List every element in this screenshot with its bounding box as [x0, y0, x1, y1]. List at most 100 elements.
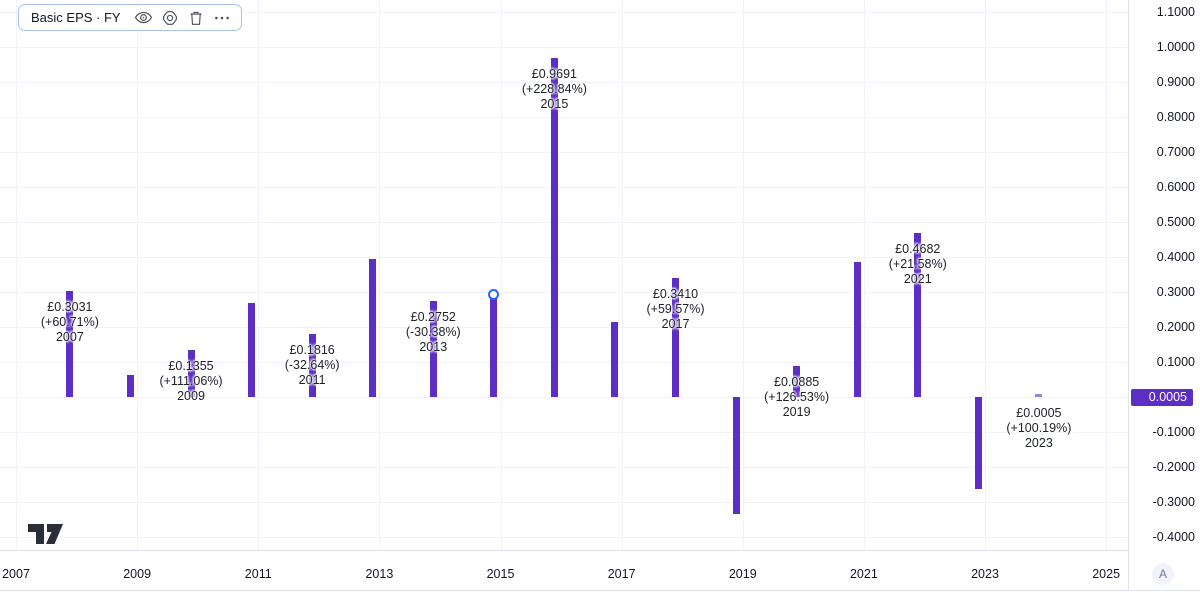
price-axis-label: 0.8000 — [1156, 110, 1195, 125]
eps-bar-2017[interactable] — [672, 277, 680, 398]
tradingview-logo[interactable] — [28, 524, 64, 545]
grid-line-horizontal — [0, 46, 1128, 48]
grid-line-horizontal — [0, 326, 1128, 328]
bar-label-value: £0.2752 — [410, 309, 456, 324]
eps-bar-2020[interactable] — [853, 262, 861, 398]
bar-label-change: (-30.38%) — [405, 324, 461, 339]
bar-label-2013: £0.2752 (-30.38%) 2013 — [368, 310, 498, 355]
eps-bar-2021[interactable] — [914, 233, 922, 398]
bar-label-change: (+111.06%) — [159, 373, 223, 388]
eps-bar-2007[interactable] — [66, 291, 74, 398]
price-axis-label: -0.4000 — [1152, 530, 1195, 545]
last-value-badge: 0.0005 — [1131, 388, 1193, 406]
bar-label-year: 2019 — [782, 405, 811, 420]
bar-label-change: (-32.64%) — [284, 357, 340, 372]
eps-bar-2023[interactable] — [1035, 393, 1043, 397]
eps-bar-2022[interactable] — [974, 397, 982, 490]
bar-label-2017: £0.3410 (+59.57%) 2017 — [611, 287, 741, 332]
eye-icon — [134, 8, 153, 27]
time-axis-label-2023: 2023 — [971, 567, 999, 581]
remove-indicator-button[interactable] — [185, 7, 207, 29]
bar-label-2015: £0.9691 (+228.84%) 2015 — [489, 67, 619, 112]
indicator-more-button[interactable] — [211, 7, 233, 29]
eps-bar-2019[interactable] — [793, 366, 801, 398]
time-axis-label-2011: 2011 — [244, 567, 272, 581]
bar-label-change: (+228.84%) — [521, 82, 587, 96]
bar-label-year: 2023 — [1024, 436, 1053, 451]
data-point-marker[interactable] — [488, 288, 500, 300]
eps-bar-2015[interactable] — [550, 58, 558, 398]
ellipsis-icon — [213, 9, 231, 27]
bar-label-2019: £0.0885 (+126.53%) 2019 — [732, 375, 862, 420]
grid-line-vertical — [1106, 0, 1107, 550]
bar-label-2021: £0.4682 (+21.58%) 2021 — [853, 242, 983, 287]
eps-bar-2018[interactable] — [732, 397, 740, 514]
grid-line-horizontal — [0, 256, 1128, 258]
eps-bar-2016[interactable] — [611, 322, 619, 398]
trash-icon — [187, 9, 205, 27]
eps-bar-2014[interactable] — [490, 294, 498, 398]
eps-bar-2008[interactable] — [126, 374, 134, 398]
price-axis-label: 0.4000 — [1156, 250, 1195, 265]
bar-label-year: 2015 — [540, 97, 569, 111]
bar-label-change: (+21.58%) — [888, 257, 947, 272]
bar-label-value: £0.1355 — [168, 358, 214, 373]
bar-label-year: 2013 — [419, 339, 448, 354]
bar-label-2009: £0.1355 (+111.06%) 2009 — [126, 359, 256, 404]
bar-label-value: £0.0005 — [1016, 406, 1062, 421]
time-axis[interactable]: 2007 2009 2011 2013 2015 2017 2019 2021 2023 2025 — [0, 550, 1128, 591]
price-axis-label: 1.0000 — [1156, 40, 1195, 55]
gear-icon — [161, 9, 179, 27]
grid-line-horizontal — [0, 396, 1128, 398]
grid-line-vertical — [137, 0, 138, 550]
grid-line-horizontal — [0, 221, 1128, 223]
grid-line-horizontal — [0, 291, 1128, 293]
bar-label-value: £0.9691 — [531, 67, 577, 81]
indicator-settings-button[interactable] — [159, 7, 181, 29]
price-axis-label: -0.3000 — [1152, 495, 1195, 510]
price-axis-label: -0.2000 — [1152, 460, 1195, 475]
grid-line-vertical — [985, 0, 986, 550]
price-axis[interactable]: 0.0005 1.1000 1.0000 0.9000 0.8000 0.7000 0.6… — [1128, 0, 1200, 590]
bar-label-change: (+100.19%) — [1006, 421, 1072, 436]
bar-label-2007: £0.3031 (+60.71%) 2007 — [5, 300, 135, 345]
bar-label-value: £0.1816 — [289, 342, 335, 357]
grid-line-horizontal — [0, 501, 1128, 503]
bar-label-year: 2009 — [177, 388, 205, 403]
grid-line-vertical — [622, 0, 623, 550]
time-axis-label-2015: 2015 — [486, 567, 515, 581]
bar-label-value: £0.3031 — [47, 300, 93, 315]
grid-line-horizontal — [0, 431, 1128, 433]
hide-indicator-button[interactable] — [133, 7, 155, 29]
grid-line-horizontal — [0, 466, 1128, 468]
bar-label-2023: £0.0005 (+100.19%) 2023 — [974, 406, 1104, 451]
price-axis-label: 0.5000 — [1156, 215, 1195, 230]
bar-label-year: 2021 — [903, 272, 932, 287]
price-axis-label: 0.2000 — [1156, 320, 1195, 335]
price-axis-label: 0.7000 — [1156, 145, 1195, 160]
grid-line-vertical — [379, 0, 380, 550]
eps-bar-2011[interactable] — [308, 333, 316, 398]
grid-line-vertical — [864, 0, 865, 550]
eps-bar-2009[interactable] — [187, 349, 195, 398]
eps-bar-2010[interactable] — [248, 302, 256, 398]
price-axis-label: -0.1000 — [1152, 425, 1195, 440]
indicator-legend[interactable]: Basic EPS · FY — [18, 4, 242, 31]
price-axis-label: 0.9000 — [1156, 75, 1195, 90]
bar-label-year: 2007 — [55, 330, 84, 345]
grid-line-vertical — [258, 0, 259, 550]
bar-label-value: £0.4682 — [895, 242, 941, 257]
bar-label-2011: £0.1816 (-32.64%) 2011 — [247, 343, 377, 388]
bar-label-change: (+59.57%) — [646, 301, 705, 316]
eps-bar-2012[interactable] — [369, 258, 377, 398]
bar-label-value: £0.0885 — [774, 375, 820, 390]
eps-bar-2013[interactable] — [429, 300, 437, 398]
grid-line-horizontal — [0, 81, 1128, 83]
bar-label-year: 2017 — [661, 316, 690, 331]
grid-line-horizontal — [0, 361, 1128, 363]
account-button[interactable]: A — [1152, 563, 1174, 585]
grid-line-horizontal — [0, 536, 1128, 538]
plot-area[interactable]: £0.3031 (+60.71%) 2007 £0.1355 (+111.06%) 200… — [0, 0, 1128, 550]
price-axis-label: 0.3000 — [1156, 285, 1195, 300]
price-axis-label: 1.1000 — [1156, 5, 1195, 20]
